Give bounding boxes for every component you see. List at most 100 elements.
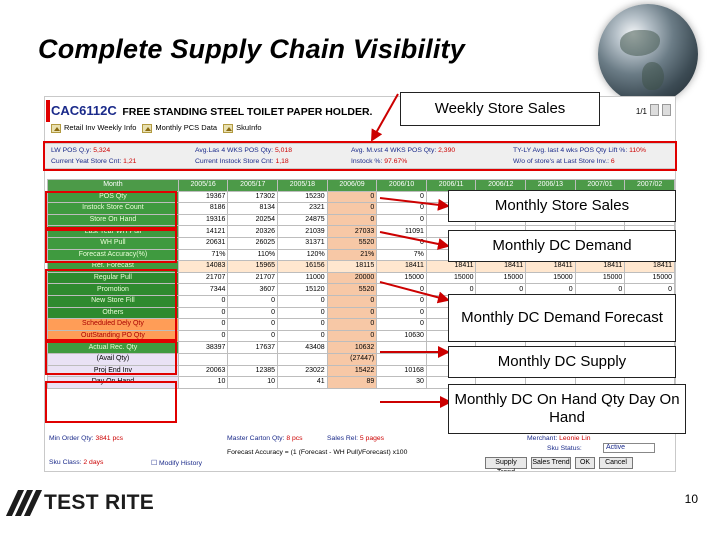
grid-cell: (27447) xyxy=(326,352,378,366)
kpi-item: Avg. M.vst 4 WKS POS Qty: 2,390 xyxy=(351,147,455,154)
grid-cell[interactable]: 0 xyxy=(376,283,427,296)
kpi-item: LW POS Q.y: 5,324 xyxy=(51,147,110,154)
grid-cell: 15965 xyxy=(227,260,279,273)
globe-image xyxy=(598,4,698,104)
grid-cell: 0 xyxy=(326,329,378,343)
grid-cell[interactable]: 5520 xyxy=(326,283,378,296)
grid-cell: 27033 xyxy=(326,225,378,238)
grid-cell[interactable]: 0 xyxy=(177,306,229,320)
row-label: Promotion xyxy=(47,283,179,296)
page-number: 10 xyxy=(684,492,698,506)
grid-cell[interactable]: 0 xyxy=(326,294,378,308)
tab-label: SkuInfo xyxy=(236,123,262,132)
row-label: Others xyxy=(47,306,179,320)
grid-cell: 0 xyxy=(376,190,427,204)
sku-status-select[interactable]: Active xyxy=(603,443,655,453)
grid-cell: 120% xyxy=(277,248,328,262)
grid-cell: 0 xyxy=(277,329,328,343)
grid-cell[interactable]: 15120 xyxy=(277,283,328,296)
grid-cell: 0 xyxy=(326,318,378,331)
grid-cell: 8134 xyxy=(227,202,279,215)
grid-cell[interactable]: 15000 xyxy=(525,271,576,285)
grid-cell[interactable]: 21707 xyxy=(227,271,279,285)
grid-cell[interactable]: 15000 xyxy=(624,271,675,285)
month-header: 2005/18 xyxy=(277,179,328,192)
grid-cell: 18411 xyxy=(574,260,626,273)
grid-cell: 18411 xyxy=(525,260,576,273)
row-label: Actual Rec. Qty xyxy=(47,341,179,354)
grid-cell: 10632 xyxy=(326,341,378,354)
grid-cell: 31371 xyxy=(277,236,328,250)
row-label: Store On Hand xyxy=(47,213,179,227)
row-label: Regular Pull xyxy=(47,271,179,285)
sales-trend-button[interactable]: Sales Trend xyxy=(531,457,571,469)
grid-cell[interactable]: 7344 xyxy=(177,283,229,296)
grid-cell: 0 xyxy=(177,318,229,331)
grid-cell[interactable]: 0 xyxy=(277,306,328,320)
callout-monthly-store-sales: Monthly Store Sales xyxy=(448,190,676,222)
callout-monthly-dc-supply: Monthly DC Supply xyxy=(448,346,676,378)
kpi-label: Avg. M.vst 4 WKS POS Qty: xyxy=(351,147,437,154)
grid-cell[interactable]: 15000 xyxy=(574,271,626,285)
grid-cell: 10 xyxy=(177,376,229,389)
grid-cell: 15230 xyxy=(277,190,328,204)
grid-cell: 17302 xyxy=(227,190,279,204)
grid-cell: 20631 xyxy=(177,236,229,250)
grid-cell[interactable]: 0 xyxy=(376,294,427,308)
expand-icon[interactable] xyxy=(142,123,153,133)
grid-cell[interactable]: 15000 xyxy=(425,271,477,285)
kpi-value: 1,21 xyxy=(123,158,137,165)
logo-mark-icon xyxy=(5,490,43,516)
supply-trend-button[interactable]: Supply Trend xyxy=(485,457,527,471)
grid-cell[interactable]: 0 xyxy=(277,294,328,308)
grid-cell: 10 xyxy=(227,376,279,389)
grid-cell[interactable]: 15000 xyxy=(475,271,527,285)
kpi-value: 2,390 xyxy=(438,147,456,154)
grid-cell: 16156 xyxy=(277,260,328,273)
grid-cell[interactable]: 0 xyxy=(177,294,229,308)
grid-cell: 0 xyxy=(326,202,378,215)
grid-cell[interactable]: 0 xyxy=(227,294,279,308)
logo-text: TEST RITE xyxy=(44,491,155,514)
row-label: Ref. Forecast xyxy=(47,260,179,273)
row-label: New Store Fill xyxy=(47,294,179,308)
grid-cell: 0 xyxy=(326,213,378,227)
pager-label: 1/1 xyxy=(635,107,647,116)
grid-cell xyxy=(277,352,328,366)
grid-cell[interactable]: 0 xyxy=(227,306,279,320)
grid-cell: 20063 xyxy=(177,364,229,378)
grid-cell[interactable]: 21707 xyxy=(177,271,229,285)
grid-cell[interactable]: 0 xyxy=(376,306,427,320)
grid-cell xyxy=(376,352,427,366)
kpi-label: Avg.Las 4 WKS POS Qty: xyxy=(195,147,274,154)
grid-cell xyxy=(227,352,279,366)
kpi-item: Avg.Las 4 WKS POS Qty: 5,018 xyxy=(195,147,292,154)
prev-page-button[interactable] xyxy=(650,104,659,116)
grid-cell[interactable]: 3607 xyxy=(227,283,279,296)
ok-button[interactable]: OK xyxy=(575,457,595,469)
month-header: 2006/10 xyxy=(376,179,427,192)
tab-bar: Retail Inv Weekly Info Monthly PCS Data Sk… xyxy=(51,123,268,136)
modify-history-checkbox[interactable]: ☐ Modify History xyxy=(151,460,203,467)
tab-label: Monthly PCS Data xyxy=(155,123,218,132)
grid-cell[interactable]: 11000 xyxy=(277,271,328,285)
grid-cell: 0 xyxy=(177,329,229,343)
kpi-item: W/o of store's at Last Store Inv.: 6 xyxy=(513,158,615,165)
next-page-button[interactable] xyxy=(662,104,671,116)
grid-cell: 5520 xyxy=(326,236,378,250)
grid-cell[interactable]: 20000 xyxy=(326,271,378,285)
expand-icon[interactable] xyxy=(51,123,61,133)
tab-2[interactable]: SkuInfo xyxy=(223,123,262,133)
cancel-button[interactable]: Cancel xyxy=(599,457,633,469)
month-header: 2005/17 xyxy=(227,179,279,192)
tab-1[interactable]: Monthly PCS Data xyxy=(142,123,217,133)
kpi-value: 110% xyxy=(629,147,646,154)
tab-0[interactable]: Retail Inv Weekly Info xyxy=(51,123,136,133)
grid-cell[interactable]: 15000 xyxy=(376,271,427,285)
grid-cell: 110% xyxy=(227,248,279,262)
grid-cell: 89 xyxy=(326,376,378,389)
expand-icon[interactable] xyxy=(223,123,234,133)
grid-cell: 2321 xyxy=(277,202,328,215)
test-rite-logo: TEST RITE xyxy=(5,488,155,518)
grid-cell[interactable]: 0 xyxy=(326,306,378,320)
